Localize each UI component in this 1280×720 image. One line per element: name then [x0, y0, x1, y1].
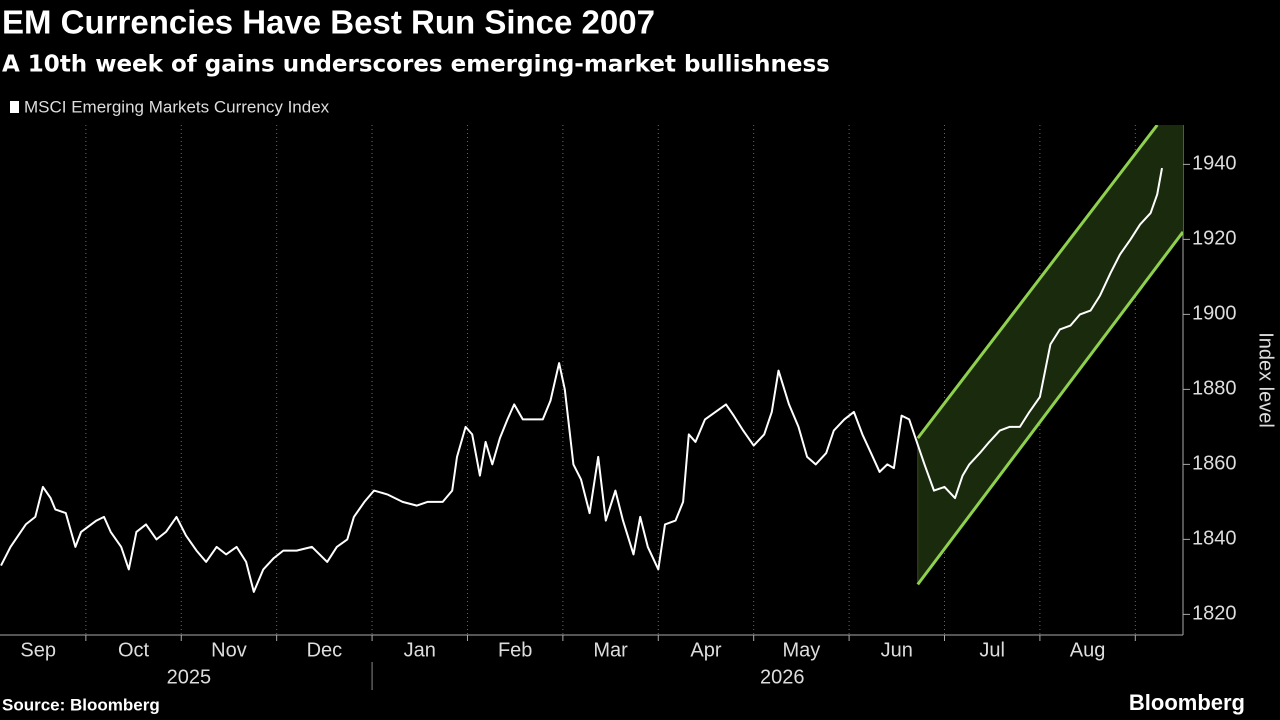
x-tick-label: Oct — [118, 639, 150, 661]
x-tick-label: Sep — [20, 639, 56, 661]
y-tick-label: 1880 — [1192, 378, 1237, 400]
channel-lower — [916, 230, 1183, 586]
chart-title: EM Currencies Have Best Run Since 2007 — [2, 4, 655, 41]
y-tick-label: 1940 — [1192, 153, 1237, 175]
x-tick-label: Aug — [1070, 639, 1106, 661]
year-label: 2025 — [167, 666, 212, 688]
channel-upper — [916, 125, 1159, 440]
source: Source: Bloomberg — [2, 695, 160, 714]
series-line — [0, 167, 1163, 593]
y-tick-label: 1920 — [1192, 228, 1237, 250]
legend-label: MSCI Emerging Markets Currency Index — [24, 97, 330, 116]
channel — [916, 125, 1183, 586]
y-tick-label: 1820 — [1192, 603, 1237, 625]
brand: Bloomberg — [1129, 690, 1245, 715]
y-tick-label: 1860 — [1192, 453, 1237, 475]
x-tick-label: Feb — [498, 639, 532, 661]
x-tick-label: May — [782, 639, 820, 661]
channel-fill — [917, 125, 1183, 585]
x-tick-label: Nov — [211, 639, 247, 661]
y-tick-label: 1900 — [1192, 303, 1237, 325]
x-tick-label: Jan — [404, 639, 436, 661]
y-tick-label: 1840 — [1192, 528, 1237, 550]
x-tick-label: Jul — [979, 639, 1005, 661]
x-tick-label: Apr — [690, 639, 721, 661]
x-tick-label: Jun — [881, 639, 913, 661]
legend-swatch — [10, 101, 19, 113]
y-axis-label: Index level — [1255, 332, 1277, 428]
x-tick-label: Dec — [307, 639, 343, 661]
year-label: 2026 — [760, 666, 805, 688]
x-tick-label: Mar — [593, 639, 628, 661]
chart-subtitle: A 10th week of gains underscores emergin… — [2, 52, 830, 78]
